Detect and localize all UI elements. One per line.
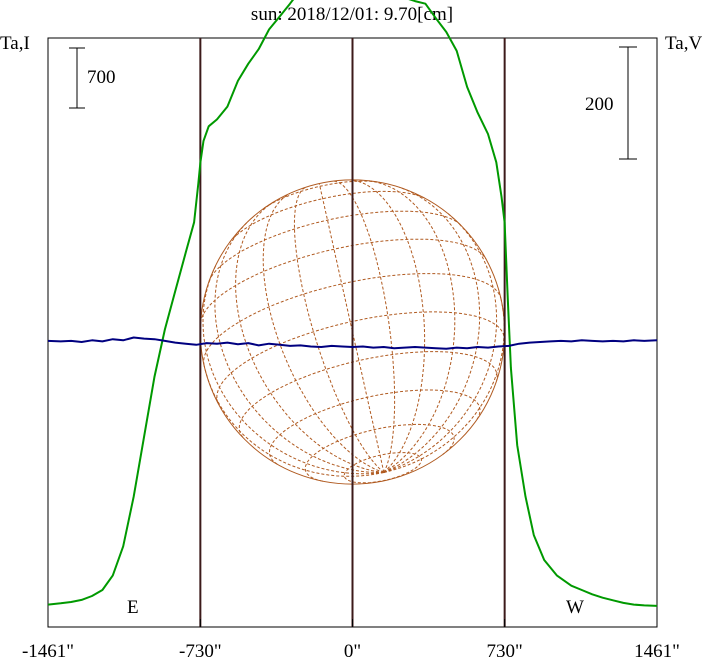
meridian-line — [333, 180, 396, 473]
meridian-line — [202, 265, 384, 475]
meridian-line — [318, 183, 385, 473]
parallel-line — [208, 210, 461, 282]
intensity-series-line — [47, 0, 658, 607]
left-scale-bar: 700 — [69, 47, 116, 109]
parallel-line — [263, 180, 380, 209]
x-tick-label: -1461" — [22, 641, 74, 662]
meridian-line — [262, 193, 385, 473]
limb-lines — [199, 38, 506, 627]
x-tick-label: -730" — [179, 641, 222, 662]
meridian-line — [383, 186, 481, 473]
x-tick-label: 730" — [487, 641, 523, 662]
chart-title: sun: 2018/12/01: 9.70[cm] — [251, 4, 453, 25]
meridian-line — [214, 220, 384, 473]
parallel-line — [200, 238, 487, 323]
parallel-line — [304, 423, 455, 482]
meridian-line — [350, 179, 426, 473]
meridian-line — [235, 201, 384, 473]
x-tick-label: 1461" — [634, 641, 680, 662]
polarization-series-line — [47, 336, 658, 350]
parallel-line — [269, 389, 481, 465]
right-scale-bar: 200 — [585, 46, 637, 160]
x-tick-label: 0" — [344, 641, 361, 662]
parallel-line — [229, 190, 426, 243]
parallel-line — [238, 351, 498, 438]
right-axis-label: Ta,V — [665, 33, 702, 54]
parallel-line — [216, 311, 505, 403]
meridian-line — [368, 180, 456, 473]
parallel-line — [343, 452, 422, 484]
meridian-line — [293, 186, 385, 473]
left-axis-label: Ta,I — [0, 33, 30, 54]
left-scale-label: 700 — [87, 67, 116, 88]
right-scale-label: 200 — [585, 94, 614, 115]
west-limb-label: W — [566, 597, 584, 618]
east-limb-label: E — [127, 597, 139, 618]
x-axis-ticks: -1461" -730" 0" 730" 1461" — [22, 619, 680, 662]
series-group — [47, 0, 658, 607]
